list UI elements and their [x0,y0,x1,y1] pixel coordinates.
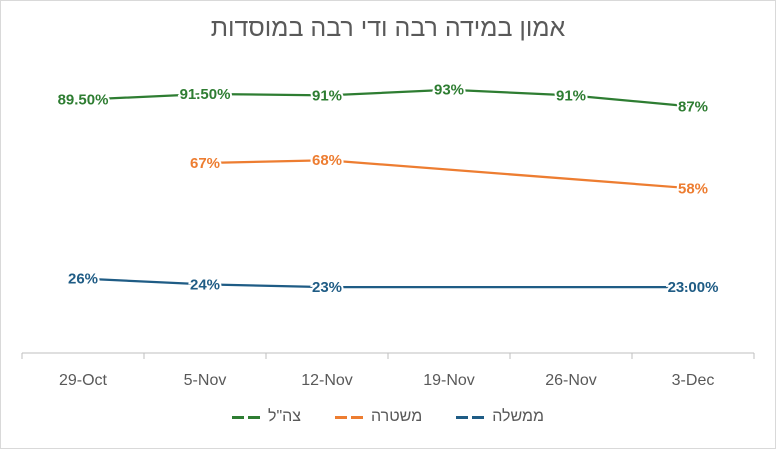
data-label-halo: 58% [678,180,708,197]
chart-title: אמון במידה רבה ודי רבה במוסדות [210,14,566,42]
x-tick-label: 3-Dec [672,372,715,389]
data-label-halo: 91% [556,87,586,104]
data-label: 23.00% [668,279,719,296]
data-label-halo: 91% [312,87,342,104]
legend-label-police: משטרה [371,408,423,425]
data-label: 67% [190,155,220,172]
legend-swatch-government [456,415,485,419]
data-label-halo: 23.00% [668,279,719,296]
legend-item-police: משטרה [335,408,422,426]
data-label-halo: 24% [190,276,220,293]
x-tick-label: 19-Nov [423,372,475,389]
legend-swatch-police [335,415,364,419]
data-label-halo: 68% [312,152,342,169]
data-label-halo: 89.50% [58,92,109,109]
data-label: 89.50% [58,92,109,109]
series-line-2 [82,277,693,289]
legend: צה"ל משטרה ממשלה [0,408,776,426]
data-label-halo: 23% [312,279,342,296]
data-label: 91% [312,87,342,104]
legend-item-government: ממשלה [456,408,544,426]
data-label: 87% [678,99,708,116]
data-label-halo: 87% [678,99,708,116]
legend-label-government: ממשלה [492,408,544,425]
series-line-1 [204,159,694,190]
x-axis-ticks: 29-Oct 5-Nov 12-Nov 19-Nov 26-Nov 3-Dec [21,353,755,389]
data-labels: 89.50%89.50% 91.50%91.50% 91%91% 93%93% 91%9… [56,80,721,298]
data-label-halo: 67% [190,155,220,172]
data-label: 26% [68,271,98,288]
x-tick-label: 12-Nov [301,372,353,389]
data-label: 93% [434,82,464,99]
legend-item-idf: צה"ל [232,408,301,426]
data-label: 68% [312,152,342,169]
data-label: 23% [312,279,342,296]
data-label: 91% [556,87,586,104]
data-label-halo: 93% [434,82,464,99]
data-label: 24% [190,276,220,293]
data-label-halo: 26% [68,271,98,288]
data-label: 91.50% [180,86,231,103]
series-line-0 [82,88,694,108]
data-label: 58% [678,180,708,197]
x-tick-label: 5-Nov [184,372,227,389]
legend-label-idf: צה"ל [268,408,302,425]
legend-swatch-idf [232,415,260,419]
x-tick-label: 29-Oct [59,372,108,389]
x-tick-label: 26-Nov [545,372,597,389]
series-lines [82,88,694,289]
data-label-halo: 91.50% [180,86,231,103]
